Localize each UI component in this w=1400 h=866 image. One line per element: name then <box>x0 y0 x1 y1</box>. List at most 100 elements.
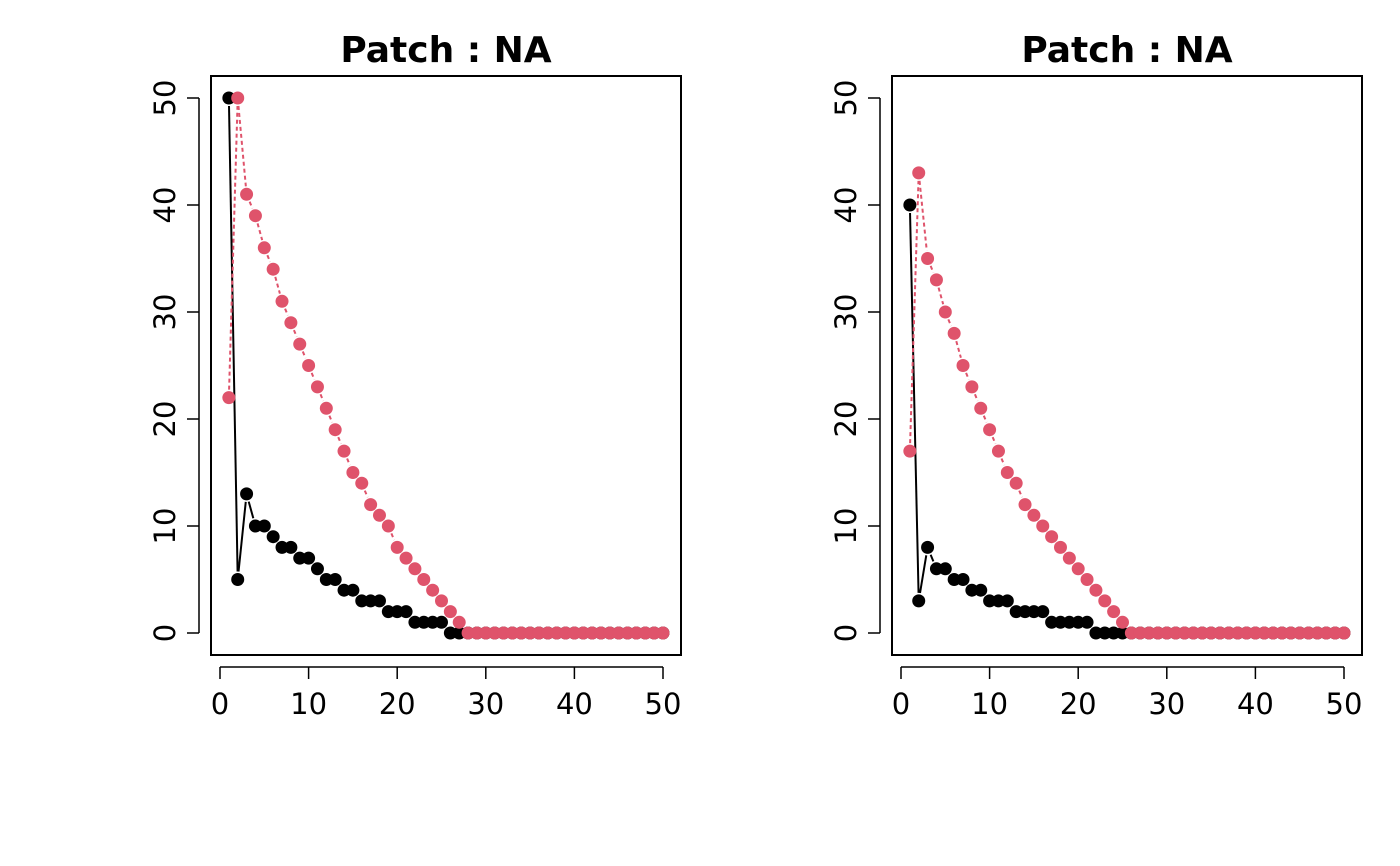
data-point <box>1009 476 1023 490</box>
x-tick-label: 50 <box>1326 687 1363 721</box>
data-point <box>284 540 298 554</box>
series-line-segment <box>955 340 962 359</box>
series-line-segment <box>310 372 316 380</box>
data-point <box>1000 594 1014 608</box>
data-point <box>302 359 316 372</box>
x-tick-label: 50 <box>645 687 682 721</box>
x-tick-label: 10 <box>290 687 327 721</box>
series-line-segment <box>918 180 928 251</box>
chart-panel-left: Patch : NA 0 10 20 30 40 50 0 10 20 30 40 50 <box>148 30 682 721</box>
series-line-segment <box>947 319 953 327</box>
data-point <box>1000 466 1014 479</box>
data-point <box>912 166 926 180</box>
series-line-segment <box>919 555 928 594</box>
x-tick-label: 40 <box>1237 687 1274 721</box>
data-point <box>991 444 1005 458</box>
x-tick-label: 20 <box>1060 687 1097 721</box>
data-point <box>257 241 271 255</box>
data-point <box>1116 615 1129 629</box>
data-point <box>390 540 404 554</box>
series-line-segment <box>247 501 255 519</box>
x-tick-label: 0 <box>211 687 229 721</box>
chart-title: Patch : NA <box>340 30 551 71</box>
data-point <box>956 573 970 586</box>
series-line-segment <box>293 329 298 338</box>
data-point <box>1045 530 1059 544</box>
data-point <box>974 401 988 415</box>
data-point <box>328 423 342 437</box>
series-line-segment <box>965 372 970 380</box>
series-line-segment <box>346 458 351 466</box>
data-point <box>903 198 917 212</box>
data-point <box>372 594 386 608</box>
y-tick-label: 0 <box>829 624 863 642</box>
data-point <box>1062 551 1076 565</box>
data-point <box>974 583 988 597</box>
series-line-segment <box>337 436 342 445</box>
y-tick-label: 10 <box>829 508 863 545</box>
series-layer <box>222 91 670 640</box>
x-tick-label: 20 <box>379 687 416 721</box>
data-point <box>266 262 280 276</box>
series-line-segment <box>301 351 307 359</box>
y-tick-label: 0 <box>148 624 182 642</box>
data-point <box>399 551 413 565</box>
data-point <box>417 573 431 586</box>
data-point <box>346 466 360 479</box>
data-point <box>1107 605 1121 619</box>
data-point <box>266 530 280 544</box>
series-line-segment <box>328 415 334 423</box>
plot-frame <box>891 75 1363 656</box>
x-axis: 0 10 20 30 40 50 <box>211 666 682 721</box>
data-point <box>1071 562 1085 576</box>
series-line-segment <box>991 436 997 445</box>
series-line-segment <box>248 201 254 209</box>
data-point <box>1036 605 1050 619</box>
data-point <box>231 573 245 586</box>
data-point <box>240 487 254 501</box>
y-tick-label: 40 <box>829 187 863 224</box>
series-line-segment <box>256 223 264 241</box>
data-point <box>947 326 961 340</box>
data-point <box>1036 519 1050 533</box>
data-point <box>1098 594 1112 608</box>
data-point <box>257 519 271 533</box>
series-line-segment <box>319 393 325 402</box>
data-point <box>381 519 395 533</box>
data-point <box>310 562 324 576</box>
data-point <box>1027 508 1041 522</box>
series-line-segment <box>974 393 979 402</box>
data-point <box>355 476 369 490</box>
data-point <box>1053 540 1067 554</box>
data-point <box>372 508 386 522</box>
data-point <box>435 615 448 629</box>
series-line-segment <box>284 308 289 316</box>
plot-frame <box>210 75 682 656</box>
data-point <box>310 380 324 394</box>
x-tick-label: 30 <box>467 687 504 721</box>
x-tick-label: 40 <box>556 687 593 721</box>
data-point <box>337 444 351 458</box>
series-line-segment <box>909 180 920 444</box>
series-line-segment <box>228 105 239 572</box>
data-point <box>443 605 457 619</box>
series-1 <box>222 91 670 640</box>
x-axis: 0 10 20 30 40 50 <box>892 666 1363 721</box>
y-tick-label: 30 <box>829 294 863 331</box>
x-tick-label: 10 <box>971 687 1008 721</box>
series-line-segment <box>1018 490 1023 498</box>
data-point <box>302 551 316 565</box>
data-point <box>956 359 970 372</box>
series-line-segment <box>228 105 239 390</box>
series-line-segment <box>929 265 935 273</box>
chart-panel-right: Patch : NA 0 10 20 30 40 50 0 10 20 30 40 50 <box>829 30 1363 721</box>
series-line-segment <box>237 501 247 572</box>
y-tick-label: 40 <box>148 187 182 224</box>
series-1 <box>903 198 1351 640</box>
series-line-segment <box>929 554 935 562</box>
data-point <box>903 444 917 458</box>
series-2 <box>903 166 1351 640</box>
data-point <box>921 252 935 265</box>
chart-title: Patch : NA <box>1021 30 1232 71</box>
